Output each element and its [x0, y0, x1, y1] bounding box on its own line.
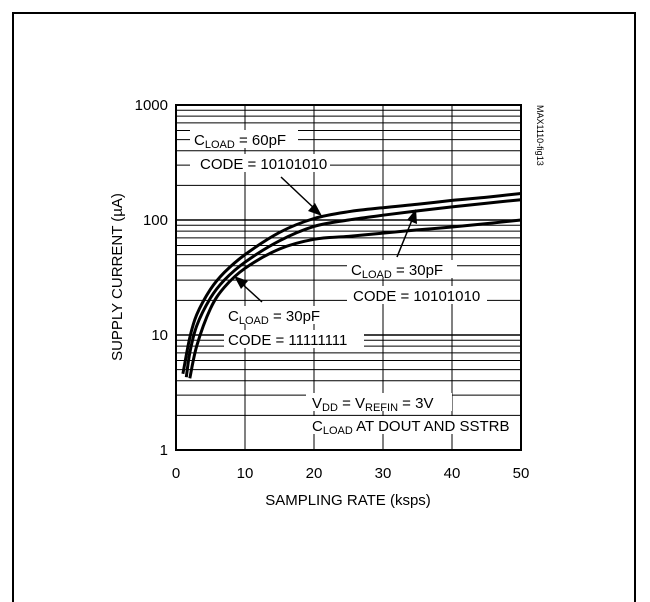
annotations: CLOAD = 60pF CODE = 10101010 CLOAD = 30p…: [190, 130, 514, 437]
x-tick-label-1: 10: [237, 465, 254, 482]
conditions-line1-bg: [306, 393, 452, 411]
ann-30pf-b-label: CLOAD = 30pF: [228, 308, 320, 327]
series-line-2: [188, 218, 522, 379]
ann-30pf-a-bg: [347, 260, 457, 278]
tick-labels: 0 10 20 30 40 50 1 10 100 1000: [135, 97, 530, 482]
ann-60pf-bg: [190, 130, 298, 148]
x-tick-label-5: 50: [513, 465, 530, 482]
ann-30pf-a-code: CODE = 10101010: [353, 288, 480, 305]
ann-30pf-b-bg: [224, 306, 332, 324]
conditions-line2: CLOAD AT DOUT AND SSTRB: [312, 418, 510, 437]
ann-60pf-code: CODE = 10101010: [200, 156, 327, 173]
y-tick-label-1: 10: [151, 327, 168, 344]
ann-30pf-a-code-bg: [347, 286, 487, 304]
x-tick-label-3: 30: [375, 465, 392, 482]
figure-frame: [12, 12, 636, 602]
plot-area-border: [175, 104, 522, 451]
pointer-60pf-head: [308, 203, 322, 216]
ann-60pf-label: CLOAD = 60pF: [194, 132, 286, 151]
series-line-1: [184, 198, 522, 378]
pointer-30pf-a-line: [396, 219, 413, 258]
x-tick-label-0: 0: [172, 465, 180, 482]
ann-30pf-b-code: CODE = 11111111: [228, 332, 347, 349]
ann-30pf-b-code-bg: [224, 330, 364, 348]
x-axis-label: SAMPLING RATE (ksps): [265, 492, 431, 509]
pointer-30pf-a-head: [407, 209, 417, 224]
curves: [181, 192, 522, 379]
ann-60pf-code-bg: [190, 154, 330, 172]
y-tick-label-0: 1: [160, 442, 168, 459]
pointer-60pf-line: [280, 176, 317, 211]
y-tick-label-2: 100: [143, 212, 168, 229]
series-line-0: [181, 192, 522, 375]
ann-30pf-a-label: CLOAD = 30pF: [351, 262, 443, 281]
x-tick-label-4: 40: [444, 465, 461, 482]
supply-current-chart: 0 10 20 30 40 50 1 10 100 1000 SAMPLING RATE (ksp…: [109, 97, 545, 509]
annotation-pointers: [234, 176, 417, 303]
y-tick-label-3: 1000: [135, 97, 168, 114]
x-tick-label-2: 20: [306, 465, 323, 482]
y-axis-label: SUPPLY CURRENT (µA): [109, 193, 126, 361]
pointer-30pf-b-head: [234, 276, 248, 289]
figure-id: MAX1110-fig13: [535, 105, 545, 166]
conditions-line1: VDD = VREFIN = 3V: [312, 395, 433, 414]
conditions-line2-bg: [306, 416, 514, 434]
